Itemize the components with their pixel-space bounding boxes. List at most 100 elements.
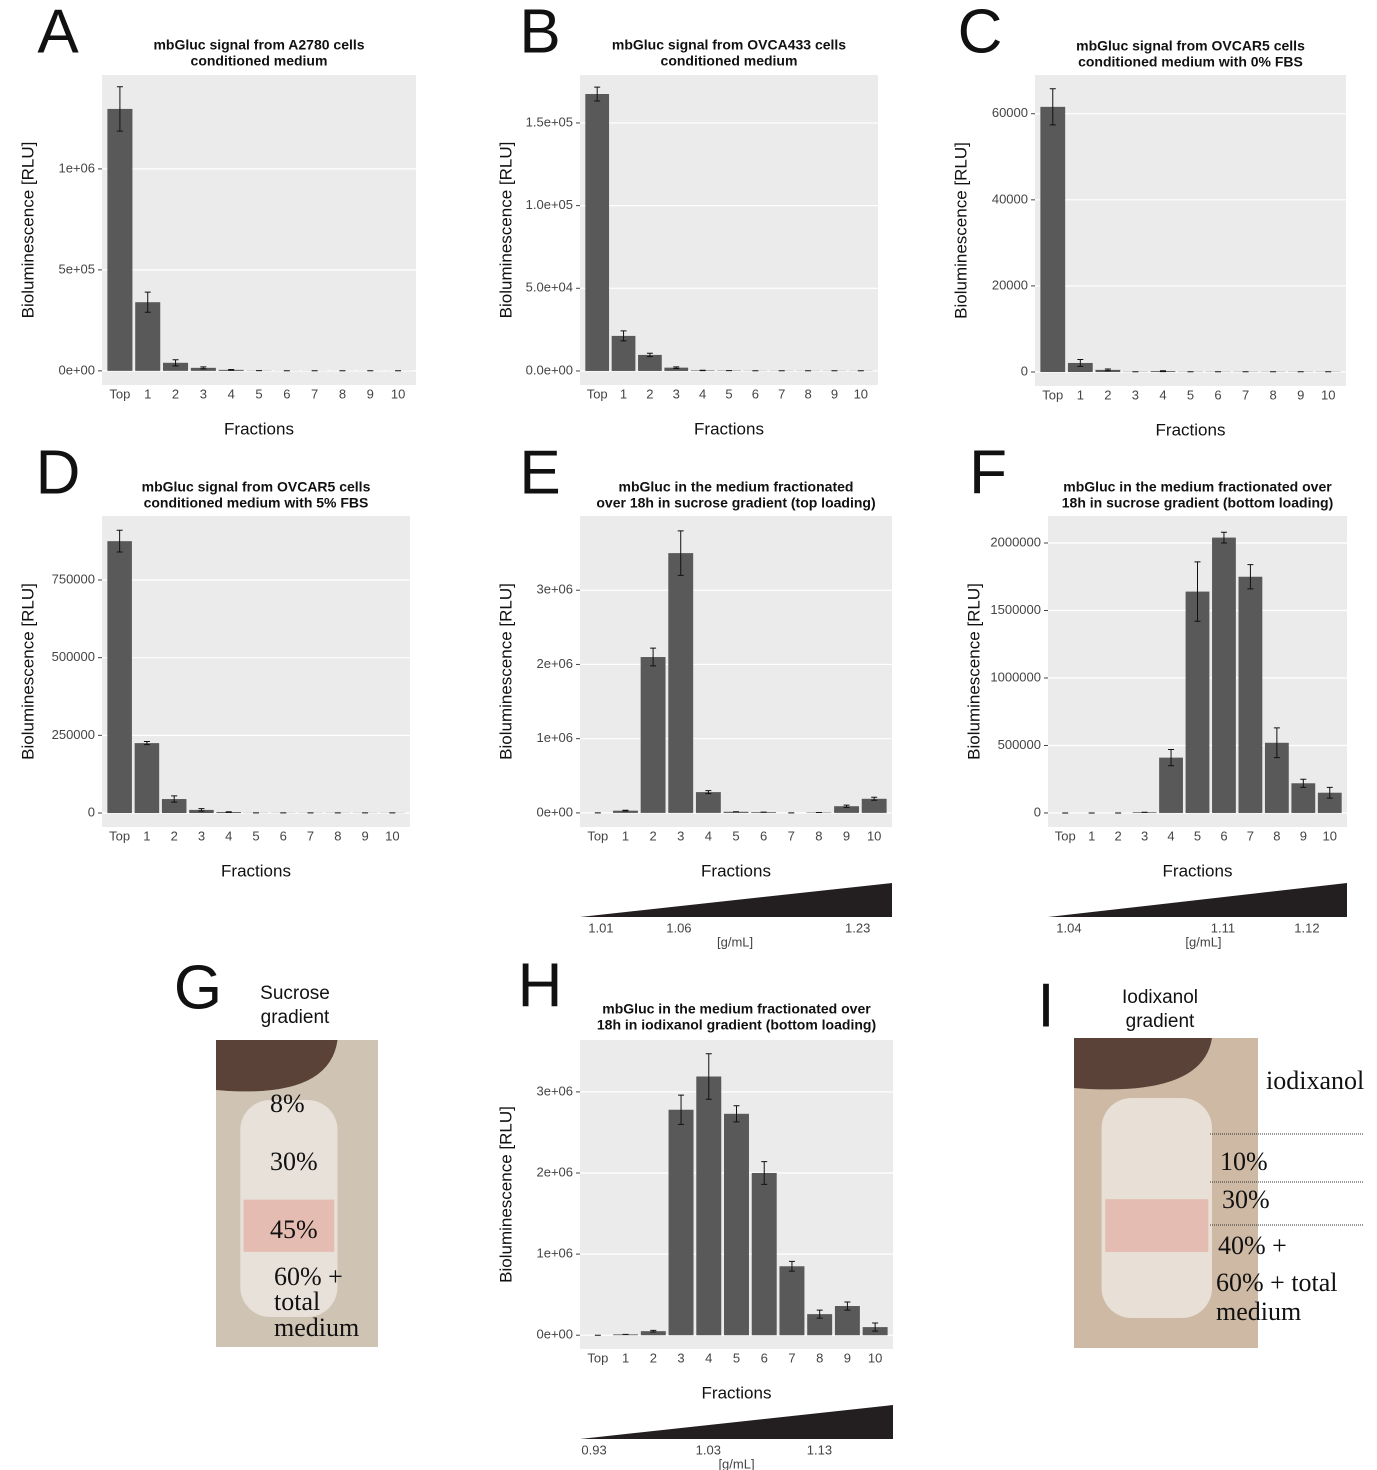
density-label: 0.93 [581, 1442, 606, 1457]
density-label: 1.01 [588, 920, 613, 935]
x-tick-label: 1 [622, 828, 629, 843]
x-tick-label: 8 [804, 386, 811, 401]
density-wedge [1048, 883, 1347, 917]
chart-title: conditioned medium [191, 53, 328, 69]
y-tick-label: 1000000 [990, 669, 1041, 684]
x-tick-label: 9 [843, 828, 850, 843]
error-bar [622, 810, 628, 811]
plot-background [1035, 75, 1346, 386]
x-tick-label: 1 [620, 386, 627, 401]
x-tick-label: 1 [1088, 828, 1095, 843]
y-tick-label: 0.0e+00 [526, 362, 573, 377]
x-tick-label: 4 [228, 386, 235, 401]
photo-band [1105, 1199, 1208, 1252]
x-tick-label: 1 [622, 1350, 629, 1365]
photo-label: 60% + total [1216, 1268, 1338, 1297]
y-axis-label: Bioluminescence [RLU] [964, 583, 983, 760]
y-tick-label: 3e+06 [536, 582, 573, 597]
y-tick-label: 500000 [998, 737, 1041, 752]
panel-letter: H [518, 951, 563, 1020]
y-tick-label: 0e+00 [58, 362, 95, 377]
chart-title: conditioned medium with 5% FBS [144, 495, 369, 511]
x-tick-label: 4 [705, 1350, 712, 1365]
y-tick-label: 5.0e+04 [526, 280, 573, 295]
x-tick-label: 2 [172, 386, 179, 401]
bar [1186, 592, 1210, 813]
density-wedge [580, 883, 892, 917]
y-tick-label: 1500000 [990, 602, 1041, 617]
x-tick-label: 6 [760, 828, 767, 843]
x-tick-label: 4 [1167, 828, 1174, 843]
error-bar [228, 369, 234, 370]
x-tick-label: Top [1042, 387, 1063, 402]
x-tick-label: 5 [252, 828, 259, 843]
x-tick-label: 5 [725, 386, 732, 401]
bar [1040, 107, 1065, 372]
x-tick-label: 10 [1321, 387, 1335, 402]
chart-title: mbGluc in the medium fractionated over [602, 1001, 871, 1017]
x-tick-label: 9 [844, 1350, 851, 1365]
x-tick-label: 2 [1104, 387, 1111, 402]
photo-label: 30% [270, 1147, 318, 1176]
x-tick-label: 7 [311, 386, 318, 401]
density-label: 1.23 [845, 920, 870, 935]
x-tick-label: 10 [854, 386, 868, 401]
y-tick-label: 1e+06 [536, 1246, 573, 1261]
x-tick-label: 10 [1323, 828, 1337, 843]
x-tick-label: 4 [705, 828, 712, 843]
density-unit: [g/mL] [718, 1456, 754, 1470]
x-tick-label: 6 [752, 386, 759, 401]
x-tick-label: Top [1055, 828, 1076, 843]
x-tick-label: 3 [1132, 387, 1139, 402]
x-tick-label: Top [587, 386, 608, 401]
x-tick-label: 7 [778, 386, 785, 401]
y-tick-label: 2000000 [990, 534, 1041, 549]
photo-title: Iodixanol [1122, 987, 1198, 1008]
y-tick-label: 20000 [992, 277, 1028, 292]
y-tick-label: 750000 [52, 571, 95, 586]
photo-label: medium [274, 1313, 359, 1342]
y-axis-label: Bioluminescence [RLU] [951, 142, 970, 319]
panel-letter: C [958, 0, 1003, 66]
bar [862, 799, 887, 813]
bar [752, 1173, 777, 1335]
x-tick-label: 4 [225, 828, 232, 843]
x-tick-label: 5 [255, 386, 262, 401]
bar [641, 657, 666, 813]
x-axis-label: Fractions [702, 1383, 772, 1402]
bar [585, 94, 609, 371]
y-axis-label: Bioluminescence [RLU] [18, 142, 37, 319]
x-axis-label: Fractions [224, 419, 294, 438]
x-tick-label: 10 [868, 1350, 882, 1365]
photo-title: gradient [261, 1007, 330, 1028]
photo-label: medium [1216, 1297, 1301, 1326]
x-tick-label: 7 [788, 1350, 795, 1365]
x-tick-label: Top [109, 828, 130, 843]
chart-title: mbGluc in the medium fractionated over [1063, 479, 1332, 495]
panel-letter: D [36, 438, 81, 507]
y-axis-label: Bioluminescence [RLU] [496, 142, 515, 319]
chart-title: 18h in sucrose gradient (bottom loading) [1062, 495, 1333, 511]
x-tick-label: 9 [367, 386, 374, 401]
bar [1239, 577, 1263, 813]
density-unit: [g/mL] [717, 934, 753, 949]
x-tick-label: 7 [788, 828, 795, 843]
y-tick-label: 0 [1034, 804, 1041, 819]
y-tick-label: 1e+06 [58, 160, 95, 175]
x-axis-label: Fractions [1163, 861, 1233, 880]
bar [135, 743, 160, 813]
chart-title: over 18h in sucrose gradient (top loadin… [596, 495, 875, 511]
panel-letter: E [519, 438, 560, 507]
photo-label: 30% [1222, 1185, 1270, 1214]
density-label: 1.03 [696, 1442, 721, 1457]
y-tick-label: 40000 [992, 191, 1028, 206]
y-tick-label: 2e+06 [536, 656, 573, 671]
x-tick-label: 6 [761, 1350, 768, 1365]
bar [107, 541, 132, 813]
x-tick-label: 9 [1300, 828, 1307, 843]
x-tick-label: 6 [283, 386, 290, 401]
x-tick-label: 10 [385, 828, 399, 843]
plot-background [580, 516, 892, 827]
x-tick-label: 6 [1214, 387, 1221, 402]
x-tick-label: 7 [307, 828, 314, 843]
